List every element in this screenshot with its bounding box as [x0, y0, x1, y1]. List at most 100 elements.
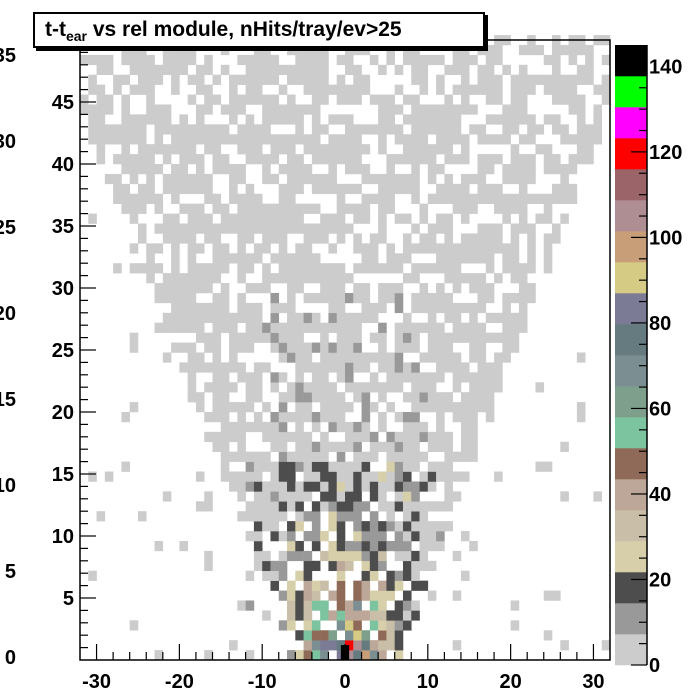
heatmap-cell [576, 144, 586, 155]
heatmap-cell [552, 124, 561, 135]
heatmap-cell [311, 144, 321, 155]
heatmap-cell [278, 183, 288, 195]
heatmap-cell [386, 164, 395, 175]
color-scale-bin [615, 541, 647, 573]
heatmap-cell [253, 332, 263, 343]
heatmap-cell [253, 283, 263, 294]
heatmap-cell [386, 540, 395, 552]
heatmap-cell [419, 511, 429, 522]
heatmap-cell [253, 84, 263, 95]
heatmap-cell [353, 382, 362, 393]
heatmap-cell [386, 94, 395, 105]
heatmap-cell [129, 84, 139, 95]
heatmap-cell [460, 104, 470, 115]
heatmap-cell [543, 630, 553, 641]
heatmap-cell [502, 164, 511, 175]
heatmap-cell [469, 283, 478, 294]
heatmap-cell [311, 441, 321, 452]
heatmap-cell [229, 223, 238, 234]
heatmap-cell [469, 173, 478, 185]
heatmap-cell [303, 650, 313, 661]
heatmap-cell [411, 580, 420, 591]
heatmap-cell [137, 84, 147, 95]
heatmap-cell [328, 560, 338, 572]
heatmap-cell [477, 233, 487, 244]
heatmap-cell [245, 154, 255, 165]
heatmap-cell [245, 302, 255, 314]
heatmap-cell [237, 362, 246, 373]
heatmap-cell [245, 332, 255, 343]
heatmap-cell [518, 134, 528, 145]
heatmap-cell [477, 332, 487, 343]
heatmap-cell [146, 104, 155, 115]
heatmap-cell [378, 144, 387, 155]
heatmap-cell [245, 74, 255, 85]
heatmap-cell [369, 570, 379, 581]
heatmap-cell [485, 332, 495, 343]
heatmap-cell [229, 114, 238, 125]
heatmap-cell [402, 560, 412, 572]
heatmap-cell [303, 74, 313, 85]
heatmap-cell [320, 481, 329, 492]
heatmap-cell [518, 183, 528, 195]
heatmap-cell [411, 144, 420, 155]
heatmap-cell [535, 124, 545, 135]
heatmap-cell [427, 104, 437, 115]
heatmap-cell [204, 501, 213, 512]
heatmap-cell [585, 64, 594, 76]
heatmap-cell [436, 531, 445, 542]
heatmap-cell [386, 441, 395, 452]
heatmap-cell [278, 342, 288, 353]
heatmap-cell [436, 431, 445, 443]
heatmap-cell [543, 193, 553, 204]
heatmap-cell [361, 283, 371, 294]
heatmap-cell [452, 451, 462, 462]
heatmap-cell [502, 342, 511, 353]
heatmap-cell [303, 233, 313, 244]
heatmap-cell [345, 640, 354, 651]
heatmap-cell [154, 322, 164, 333]
heatmap-cell [402, 550, 412, 562]
heatmap-cell [411, 382, 420, 393]
heatmap-cell [427, 124, 437, 135]
heatmap-cell [146, 114, 155, 125]
heatmap-cell [336, 154, 346, 165]
heatmap-cell [436, 84, 445, 95]
heatmap-cell [494, 362, 503, 373]
heatmap-cell [345, 382, 354, 393]
heatmap-cell [502, 263, 511, 274]
heatmap-cell [386, 362, 395, 373]
heatmap-cell [518, 203, 528, 214]
heatmap-cell [469, 372, 478, 383]
heatmap-cell [237, 292, 246, 304]
heatmap-cell [378, 640, 387, 651]
heatmap-cell [345, 134, 354, 145]
heatmap-cell [328, 481, 338, 492]
heatmap-cell [444, 312, 453, 324]
heatmap-cell [245, 213, 255, 224]
heatmap-cell [436, 471, 445, 482]
heatmap-cell [444, 144, 453, 155]
heatmap-cell [220, 243, 230, 254]
heatmap-cell [452, 640, 462, 651]
heatmap-cell [518, 223, 528, 234]
heatmap-cell [378, 114, 387, 125]
heatmap-cell [477, 392, 487, 403]
heatmap-cell [336, 372, 346, 383]
heatmap-cell [336, 312, 346, 324]
heatmap-cell [262, 283, 271, 294]
heatmap-cell [204, 213, 213, 224]
heatmap-cell [444, 124, 453, 135]
heatmap-cell [518, 213, 528, 224]
heatmap-cell [411, 124, 420, 135]
heatmap-cell [237, 54, 246, 66]
heatmap-cell [535, 44, 545, 56]
heatmap-cell [237, 193, 246, 204]
heatmap-cell [278, 531, 288, 542]
heatmap-cell [212, 154, 222, 165]
heatmap-cell [229, 332, 238, 343]
heatmap-cell [576, 44, 586, 56]
heatmap-cell [229, 183, 238, 195]
heatmap-cell [287, 104, 296, 115]
heatmap-cell [386, 292, 395, 304]
